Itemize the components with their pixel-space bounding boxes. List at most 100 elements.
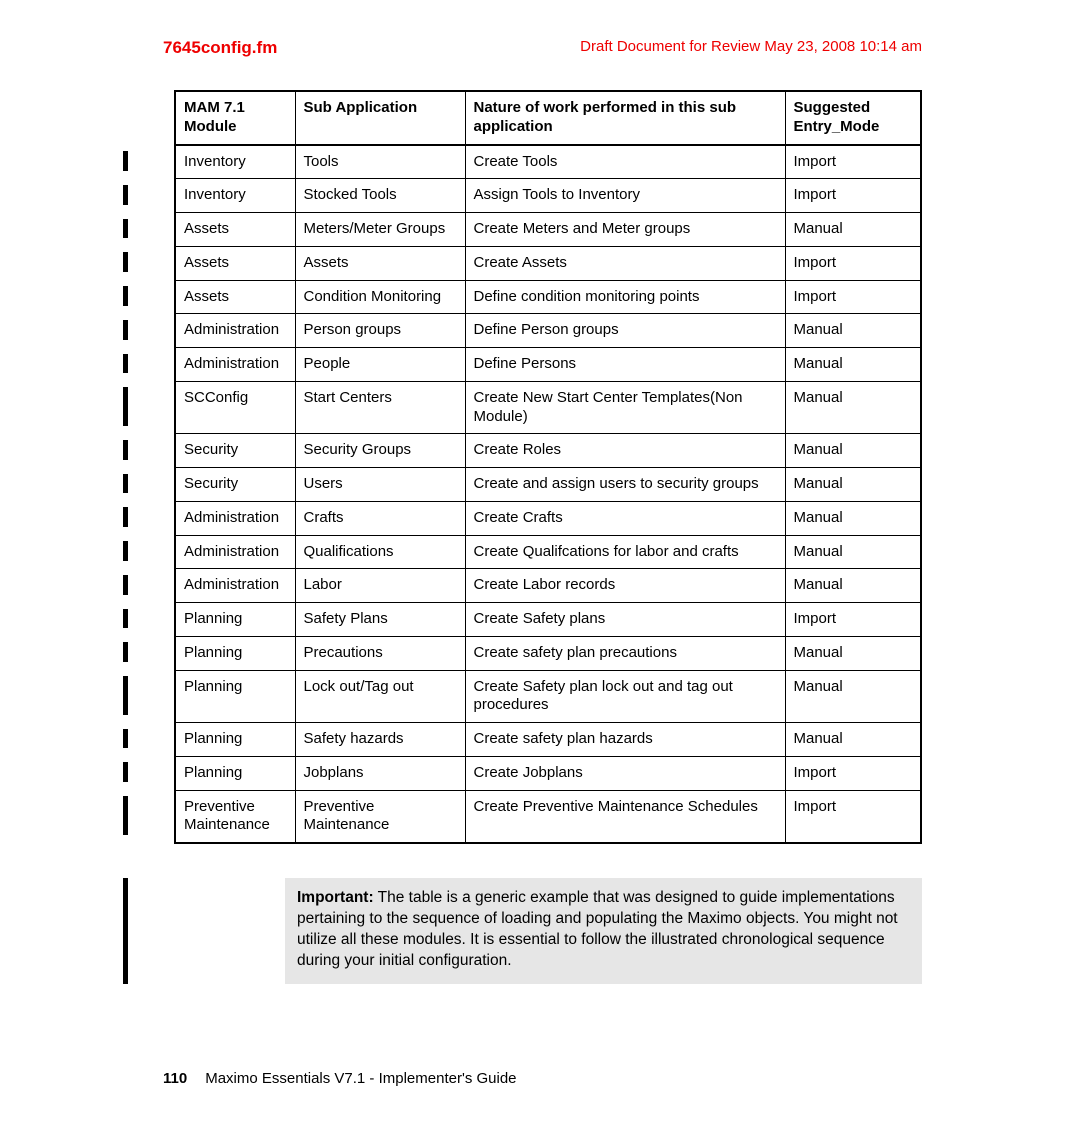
table-cell: Manual — [785, 535, 921, 569]
table-cell: Manual — [785, 468, 921, 502]
table-header-row: MAM 7.1 Module Sub Application Nature of… — [175, 91, 921, 145]
table-cell: Define condition monitoring points — [465, 280, 785, 314]
table-cell: Define Persons — [465, 348, 785, 382]
change-bar — [123, 252, 128, 272]
table-cell: Administration — [175, 348, 295, 382]
module-table: MAM 7.1 Module Sub Application Nature of… — [174, 90, 922, 844]
change-bar — [123, 151, 128, 171]
change-bar — [123, 762, 128, 782]
table-cell: Manual — [785, 314, 921, 348]
table-cell: Manual — [785, 348, 921, 382]
table-cell: Assign Tools to Inventory — [465, 179, 785, 213]
col-header-subapp: Sub Application — [295, 91, 465, 145]
col-header-nature: Nature of work performed in this sub app… — [465, 91, 785, 145]
table-cell: Person groups — [295, 314, 465, 348]
table-cell: Create Safety plan lock out and tag out … — [465, 670, 785, 723]
table-row: AdministrationLaborCreate Labor recordsM… — [175, 569, 921, 603]
table-cell: Create Preventive Maintenance Schedules — [465, 790, 785, 843]
table-cell: Manual — [785, 569, 921, 603]
table-cell: Import — [785, 790, 921, 843]
table-cell: Crafts — [295, 501, 465, 535]
table-cell: Safety Plans — [295, 603, 465, 637]
table-cell: Create and assign users to security grou… — [465, 468, 785, 502]
table-cell: Jobplans — [295, 756, 465, 790]
change-bar — [123, 507, 128, 527]
table-cell: Condition Monitoring — [295, 280, 465, 314]
header-filename: 7645config.fm — [163, 38, 277, 58]
table-cell: Inventory — [175, 179, 295, 213]
table-cell: SCConfig — [175, 381, 295, 434]
table-row: InventoryStocked ToolsAssign Tools to In… — [175, 179, 921, 213]
page-header: 7645config.fm Draft Document for Review … — [163, 38, 922, 58]
table-cell: Meters/Meter Groups — [295, 213, 465, 247]
table-cell: Create Crafts — [465, 501, 785, 535]
table-cell: Manual — [785, 723, 921, 757]
page-number: 110 — [163, 1070, 187, 1087]
table-cell: Precautions — [295, 636, 465, 670]
table-cell: Create Meters and Meter groups — [465, 213, 785, 247]
table-cell: Planning — [175, 636, 295, 670]
table-cell: Lock out/Tag out — [295, 670, 465, 723]
note-body: The table is a generic example that was … — [297, 889, 898, 969]
table-cell: Import — [785, 246, 921, 280]
table-row: AdministrationPeopleDefine PersonsManual — [175, 348, 921, 382]
table-cell: Import — [785, 280, 921, 314]
table-cell: Import — [785, 603, 921, 637]
table-cell: Planning — [175, 670, 295, 723]
header-draft-stamp: Draft Document for Review May 23, 2008 1… — [580, 38, 922, 58]
table-cell: People — [295, 348, 465, 382]
page-footer: 110 Maximo Essentials V7.1 - Implementer'… — [163, 1070, 517, 1087]
table-cell: Assets — [175, 246, 295, 280]
table-cell: Start Centers — [295, 381, 465, 434]
table-cell: Create safety plan hazards — [465, 723, 785, 757]
table-cell: Import — [785, 179, 921, 213]
note-lead: Important: — [297, 889, 374, 906]
table-row: AdministrationCraftsCreate CraftsManual — [175, 501, 921, 535]
table-cell: Security — [175, 468, 295, 502]
change-bar — [123, 219, 128, 239]
table-row: AssetsAssetsCreate AssetsImport — [175, 246, 921, 280]
change-bar — [123, 541, 128, 561]
col-header-module: MAM 7.1 Module — [175, 91, 295, 145]
table-cell: Tools — [295, 145, 465, 179]
module-table-wrap: MAM 7.1 Module Sub Application Nature of… — [174, 90, 920, 844]
table-cell: Manual — [785, 501, 921, 535]
change-bar — [123, 729, 128, 749]
table-row: AssetsCondition MonitoringDefine conditi… — [175, 280, 921, 314]
table-cell: Assets — [175, 280, 295, 314]
table-cell: Create Qualifcations for labor and craft… — [465, 535, 785, 569]
table-row: PlanningJobplansCreate JobplansImport — [175, 756, 921, 790]
table-cell: Manual — [785, 213, 921, 247]
table-cell: Create Assets — [465, 246, 785, 280]
footer-title: Maximo Essentials V7.1 - Implementer's G… — [205, 1070, 516, 1087]
table-cell: Administration — [175, 535, 295, 569]
table-cell: Manual — [785, 381, 921, 434]
table-cell: Create Tools — [465, 145, 785, 179]
change-bar — [123, 354, 128, 374]
table-cell: Planning — [175, 603, 295, 637]
table-row: AdministrationPerson groupsDefine Person… — [175, 314, 921, 348]
table-cell: Administration — [175, 314, 295, 348]
table-cell: Assets — [175, 213, 295, 247]
table-cell: Security — [175, 434, 295, 468]
change-bar — [123, 878, 128, 984]
important-note: Important: The table is a generic exampl… — [285, 878, 922, 984]
table-row: InventoryToolsCreate ToolsImport — [175, 145, 921, 179]
table-cell: Safety hazards — [295, 723, 465, 757]
table-cell: Manual — [785, 636, 921, 670]
change-bar — [123, 796, 128, 835]
change-bar — [123, 609, 128, 629]
change-bar — [123, 440, 128, 460]
table-cell: Inventory — [175, 145, 295, 179]
table-cell: Define Person groups — [465, 314, 785, 348]
table-row: SCConfigStart CentersCreate New Start Ce… — [175, 381, 921, 434]
table-cell: Manual — [785, 434, 921, 468]
table-cell: Planning — [175, 756, 295, 790]
table-cell: Labor — [295, 569, 465, 603]
change-bar — [123, 286, 128, 306]
table-cell: Import — [785, 145, 921, 179]
table-row: PlanningLock out/Tag outCreate Safety pl… — [175, 670, 921, 723]
table-row: AssetsMeters/Meter GroupsCreate Meters a… — [175, 213, 921, 247]
table-row: PlanningSafety hazardsCreate safety plan… — [175, 723, 921, 757]
table-row: PlanningSafety PlansCreate Safety plansI… — [175, 603, 921, 637]
